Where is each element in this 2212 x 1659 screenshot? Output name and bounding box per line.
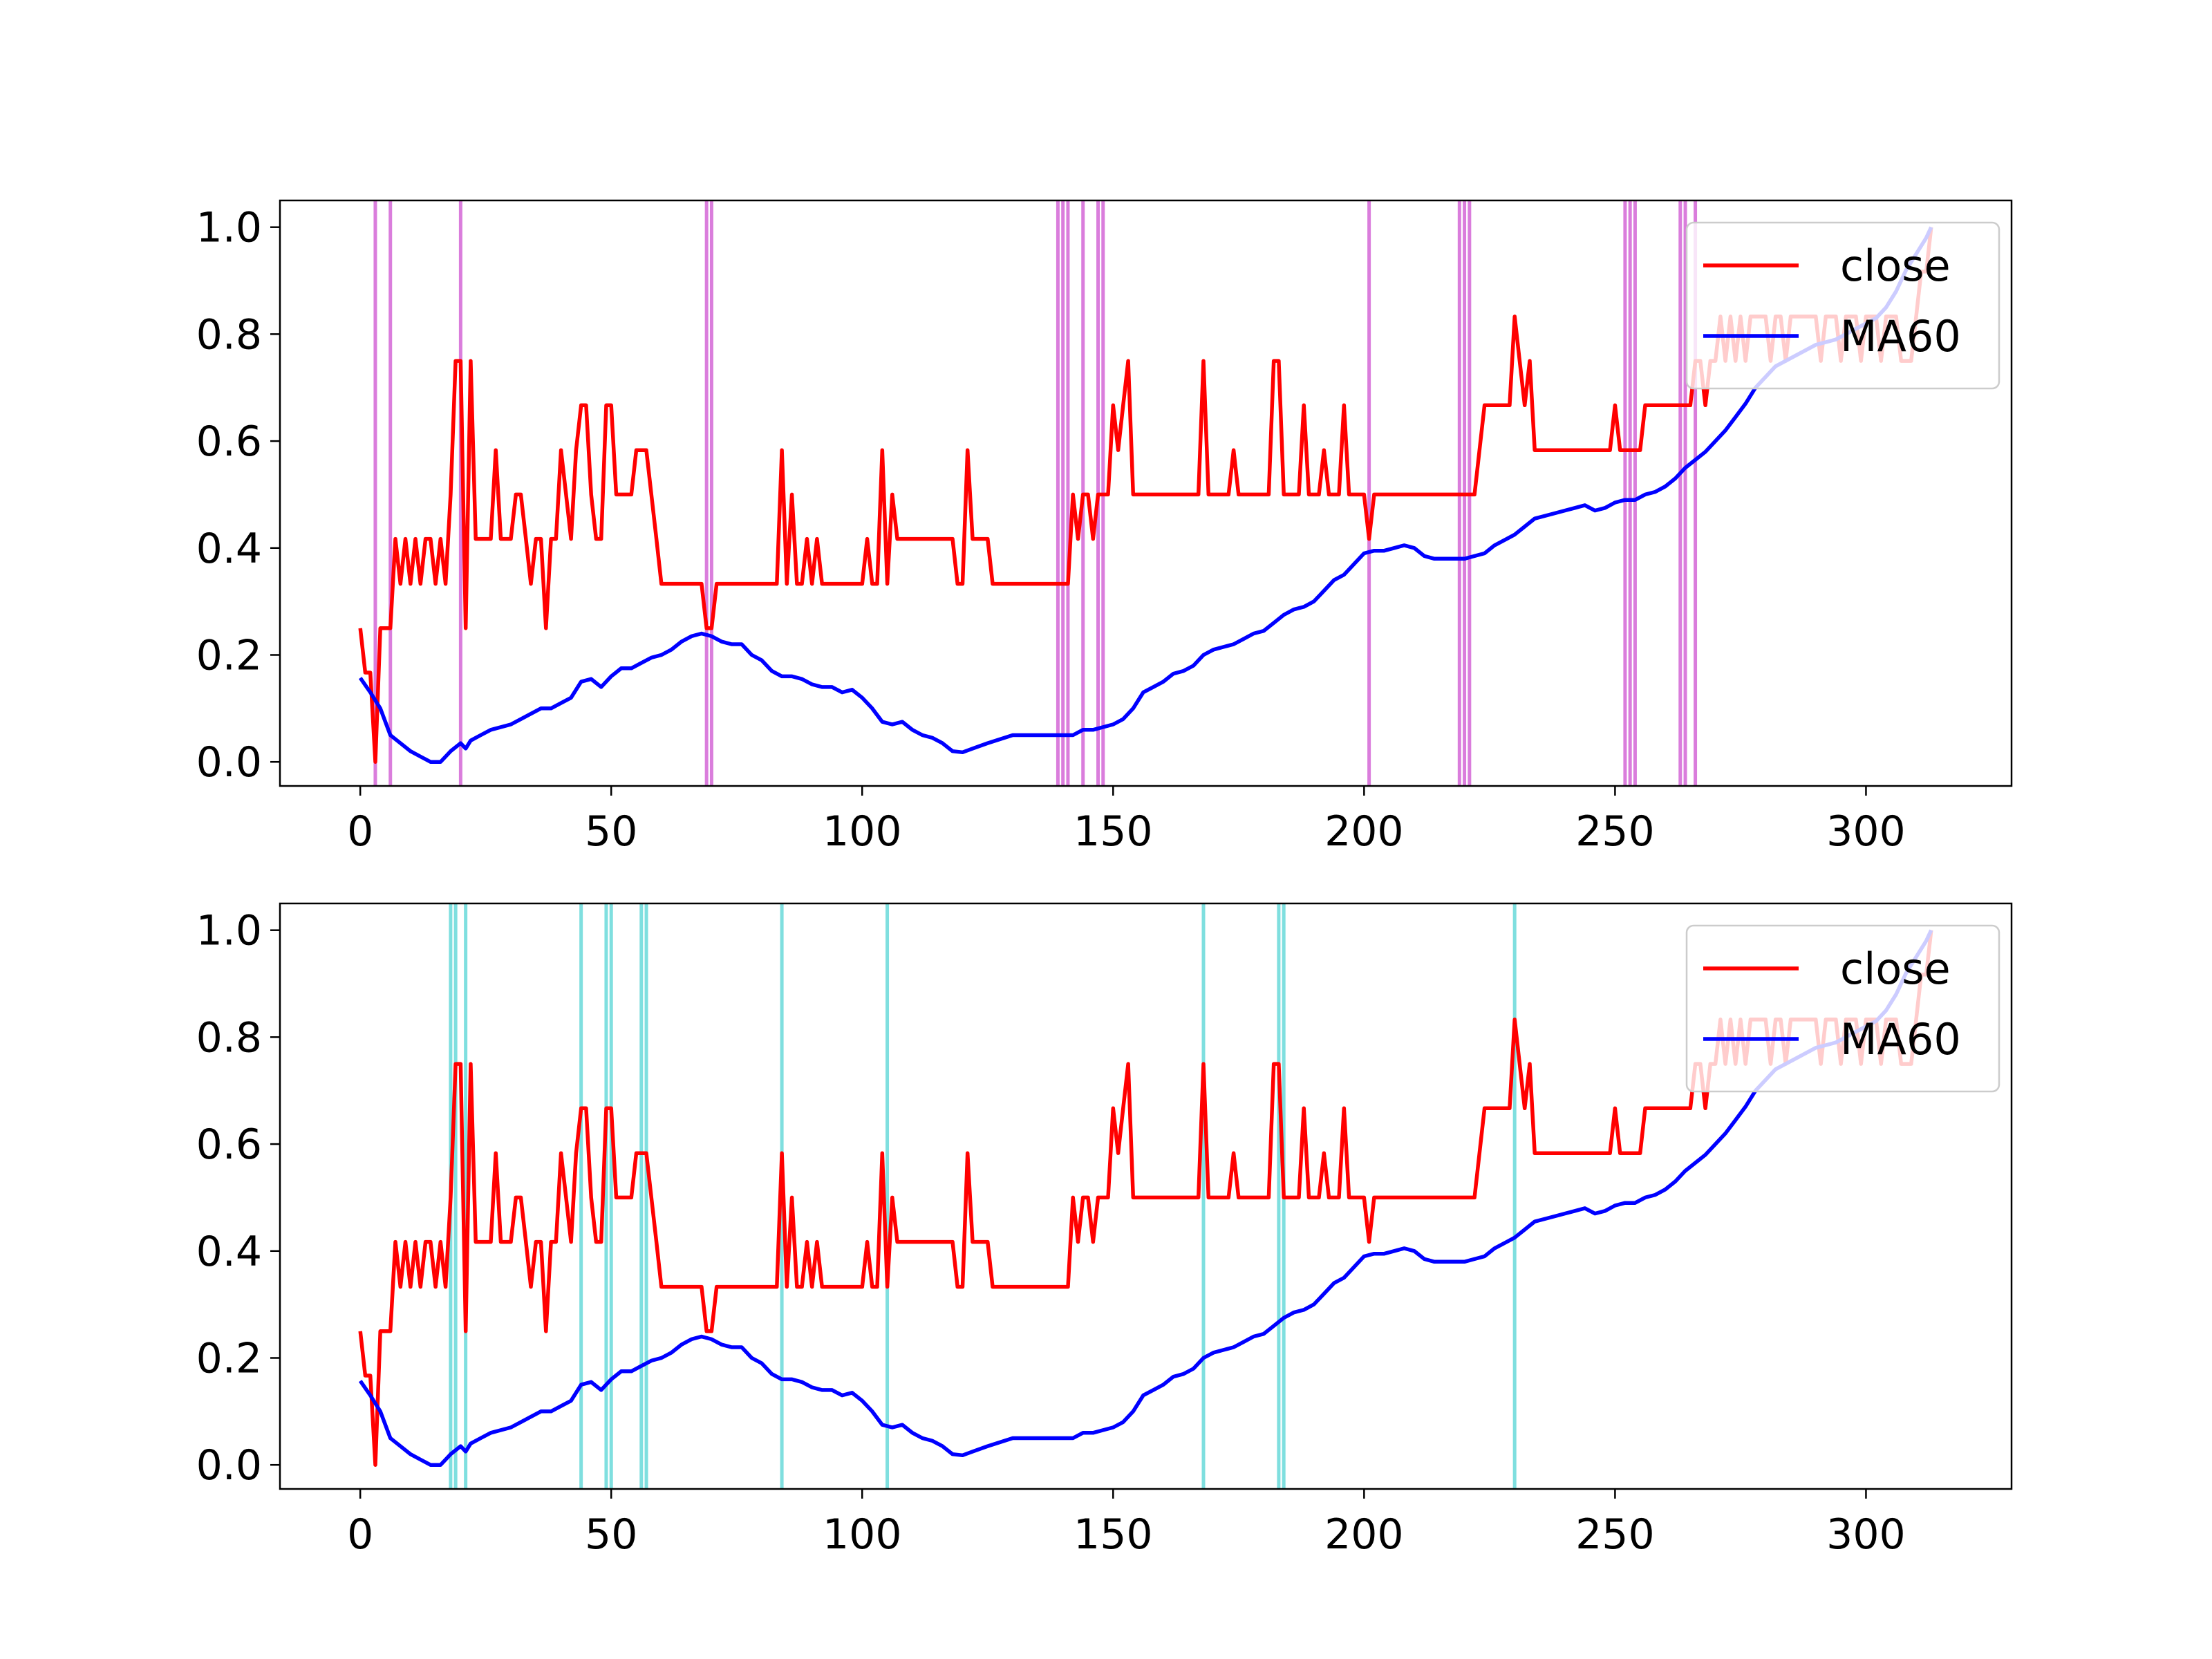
bottom-x-tick-label-4: 200 — [1324, 1510, 1404, 1559]
top-legend-label-close: close — [1840, 241, 1951, 291]
bottom-x-tick-label-0: 0 — [347, 1510, 373, 1559]
top-y-tick-label-2: 0.4 — [196, 525, 262, 573]
top-x-tick-label-6: 300 — [1826, 807, 1906, 856]
top-x-tick-label-5: 250 — [1575, 807, 1655, 856]
bottom-y-tick-label-3: 0.6 — [196, 1121, 262, 1169]
bottom-legend-label-close: close — [1840, 944, 1951, 994]
top-legend: close MA60 — [1685, 221, 2000, 390]
top-chart-panel: 0 50 100 150 200 250 300 0.0 0.2 0.4 0.6 0.8 1.0 cl… — [196, 199, 2013, 856]
bottom-legend-label-ma60: MA60 — [1840, 1014, 1961, 1065]
bottom-x-tick-label-3: 150 — [1074, 1510, 1153, 1559]
top-y-tick-label-3: 0.6 — [196, 418, 262, 466]
bottom-y-tick-label-4: 0.8 — [196, 1013, 262, 1062]
bottom-y-axis: 0.0 0.2 0.4 0.6 0.8 1.0 — [196, 907, 280, 1490]
top-axes-frame — [279, 199, 2013, 787]
bottom-x-tick-label-1: 50 — [585, 1510, 637, 1559]
bottom-series-ma60-line — [358, 929, 1933, 1467]
bottom-x-tick-label-2: 100 — [823, 1510, 902, 1559]
top-x-axis: 0 50 100 150 200 250 300 — [347, 786, 1906, 856]
bottom-x-tick-label-5: 250 — [1575, 1510, 1655, 1559]
top-x-tick-label-2: 100 — [823, 807, 902, 856]
top-series-ma60-line — [358, 226, 1933, 764]
top-y-tick-label-0: 0.0 — [196, 738, 262, 787]
bottom-y-tick-label-1: 0.2 — [196, 1334, 262, 1382]
bottom-legend: close MA60 — [1685, 924, 2000, 1093]
bottom-y-tick-label-5: 1.0 — [196, 907, 262, 955]
bottom-chart-panel: 0 50 100 150 200 250 300 0.0 0.2 0.4 0.6 0.8 1.0 cl… — [196, 902, 2013, 1559]
top-x-tick-label-3: 150 — [1074, 807, 1153, 856]
top-x-tick-label-0: 0 — [347, 807, 373, 856]
top-y-tick-label-5: 1.0 — [196, 204, 262, 252]
bottom-x-axis: 0 50 100 150 200 250 300 — [347, 1489, 1906, 1559]
top-y-tick-label-4: 0.8 — [196, 310, 262, 359]
top-legend-label-ma60: MA60 — [1840, 311, 1961, 362]
top-x-tick-label-1: 50 — [585, 807, 637, 856]
bottom-x-tick-label-6: 300 — [1826, 1510, 1906, 1559]
top-x-tick-label-4: 200 — [1324, 807, 1404, 856]
top-y-tick-label-1: 0.2 — [196, 631, 262, 679]
top-y-axis: 0.0 0.2 0.4 0.6 0.8 1.0 — [196, 204, 280, 787]
bottom-y-tick-label-0: 0.0 — [196, 1441, 262, 1490]
bottom-axes-frame — [279, 902, 2013, 1490]
bottom-y-tick-label-2: 0.4 — [196, 1228, 262, 1276]
